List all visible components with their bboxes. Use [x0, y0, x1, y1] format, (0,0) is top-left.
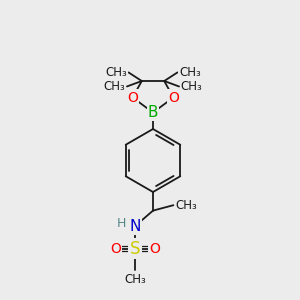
Text: O: O [127, 91, 138, 104]
Text: O: O [110, 242, 121, 256]
Text: CH₃: CH₃ [179, 66, 201, 79]
Text: B: B [148, 105, 158, 120]
Text: N: N [129, 219, 141, 234]
Text: H: H [117, 217, 126, 230]
Text: CH₃: CH₃ [181, 80, 202, 93]
Text: CH₃: CH₃ [105, 66, 127, 79]
Text: CH₃: CH₃ [176, 199, 197, 212]
Text: O: O [149, 242, 160, 256]
Text: O: O [168, 91, 179, 104]
Text: CH₃: CH₃ [104, 80, 125, 93]
Text: CH₃: CH₃ [124, 273, 146, 286]
Text: S: S [130, 240, 140, 258]
